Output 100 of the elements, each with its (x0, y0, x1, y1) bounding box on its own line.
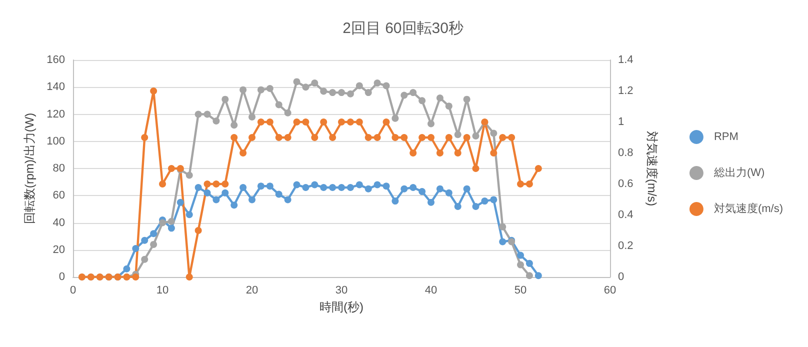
y-tick-label: 80 (52, 162, 65, 174)
point (186, 274, 193, 280)
point (222, 180, 229, 188)
point (445, 134, 452, 141)
point (392, 134, 399, 141)
point (293, 181, 300, 188)
point (159, 180, 166, 188)
point (240, 184, 247, 191)
point (123, 265, 130, 272)
point (463, 134, 470, 141)
point (400, 92, 408, 99)
point (284, 196, 292, 204)
point (257, 182, 264, 190)
point (472, 202, 480, 210)
point (132, 274, 140, 280)
legend-label: 対気速度(m/s) (714, 202, 783, 215)
point (392, 198, 399, 205)
point (364, 89, 372, 96)
point (275, 101, 282, 108)
point (526, 260, 533, 267)
point (320, 184, 328, 191)
point (490, 130, 498, 137)
point (356, 82, 363, 90)
point (374, 80, 381, 87)
chart-title: 2回目 60回転30秒 (342, 20, 464, 37)
point (346, 90, 354, 98)
x-tick-label: 60 (604, 284, 616, 296)
point (428, 120, 434, 128)
point (194, 184, 202, 191)
point (481, 198, 488, 205)
point (168, 218, 175, 225)
point (212, 196, 220, 204)
x-tick-label: 10 (156, 284, 169, 296)
point (150, 240, 158, 248)
y2-tick-label: 0.8 (618, 147, 634, 159)
point (526, 272, 533, 280)
point (410, 184, 417, 191)
y-tick-label: 100 (46, 135, 65, 148)
point (230, 134, 238, 141)
point (194, 227, 202, 234)
point (212, 118, 220, 125)
point (159, 219, 166, 226)
point (284, 109, 292, 116)
point (141, 236, 148, 244)
point (257, 118, 264, 126)
point (240, 150, 247, 156)
point (266, 182, 274, 190)
point (382, 182, 390, 190)
point (382, 82, 390, 90)
point (346, 184, 354, 191)
point (338, 118, 345, 126)
point (400, 185, 408, 192)
point (410, 89, 417, 96)
point (266, 118, 274, 126)
point (150, 88, 158, 94)
point (490, 196, 498, 204)
point (302, 184, 310, 191)
point (311, 134, 318, 141)
point (534, 272, 542, 280)
point (418, 97, 426, 104)
point (526, 180, 533, 188)
point (463, 185, 470, 192)
point (499, 223, 506, 230)
point (204, 180, 211, 188)
point (240, 86, 247, 94)
point (436, 94, 444, 102)
point (382, 118, 390, 126)
point (428, 198, 434, 206)
point (266, 84, 274, 92)
point (490, 150, 498, 156)
y2-tick-label: 0.2 (618, 240, 634, 252)
point (517, 261, 524, 268)
point (534, 165, 542, 172)
point (293, 118, 300, 126)
y2-tick-label: 1.4 (618, 54, 634, 66)
point (329, 89, 336, 96)
point (320, 88, 328, 95)
point (293, 78, 300, 86)
point (436, 150, 444, 156)
y-tick-label: 120 (46, 108, 65, 120)
point (392, 114, 399, 122)
point (454, 202, 462, 210)
point (186, 211, 193, 218)
point (302, 118, 310, 126)
point (141, 134, 148, 141)
point (508, 134, 516, 141)
point (275, 134, 282, 141)
point (212, 180, 220, 188)
point (499, 238, 506, 246)
point (329, 184, 336, 191)
point (418, 134, 426, 141)
point (302, 84, 310, 91)
legend-label: RPM (714, 131, 738, 143)
x-tick-label: 40 (424, 284, 438, 296)
point (176, 198, 184, 206)
point (186, 172, 193, 179)
point (168, 224, 175, 232)
point (194, 110, 202, 118)
y2-tick-label: 1.2 (618, 85, 634, 97)
point (275, 190, 282, 198)
